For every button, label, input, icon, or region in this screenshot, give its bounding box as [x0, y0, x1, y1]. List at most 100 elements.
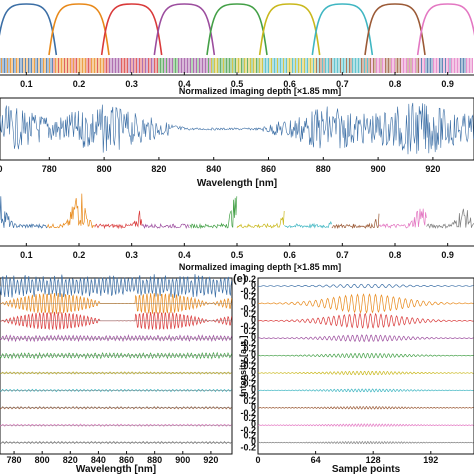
d-tick-label: 780: [7, 455, 22, 465]
depth-profile-series: [0, 193, 474, 230]
plot-frame-b: [0, 97, 474, 161]
depth-profile-segment: [94, 210, 143, 230]
depth-profile-segment: [284, 220, 332, 229]
a-tick-label: 0.7: [336, 79, 349, 89]
filtered-spectrum-row: [0, 371, 232, 375]
e-y-tick-label: 0: [251, 332, 256, 342]
sample-trace-row: [257, 283, 474, 289]
b-tick-label: 780: [42, 164, 57, 174]
e-y-tick-label: 0.2: [243, 344, 256, 354]
c-tick-label: 0.7: [336, 250, 349, 260]
e-y-tick-label: 0: [251, 367, 256, 377]
depth-profile-segment: [189, 196, 238, 230]
depth-profile-segment: [426, 208, 474, 229]
e-y-tick-label: 0.2: [243, 309, 256, 319]
filter-curve: [258, 3, 321, 56]
e-y-tick-label: 0: [251, 419, 256, 429]
a-tick-label: 0.4: [178, 79, 191, 89]
filtered-spectrum-row: [0, 406, 232, 410]
filter-curve: [364, 3, 426, 56]
c-tick-label: 0.6: [283, 250, 296, 260]
e-y-tick-label: -0.2: [240, 286, 256, 296]
x-axis-label-d: Wavelength [nm]: [76, 464, 156, 474]
e-y-tick-label: -0.2: [240, 373, 256, 383]
depth-profile-segment: [141, 222, 190, 229]
e-y-tick-label: -0.2: [240, 425, 256, 435]
e-y-tick-label: 0: [251, 315, 256, 325]
b-tick-label: 920: [425, 164, 440, 174]
e-y-tick-label: 0.2: [243, 361, 256, 371]
e-y-tick-label: 0.2: [243, 431, 256, 441]
x-axis-label-c: Normalized imaging depth [×1.85 mm]: [179, 262, 341, 272]
filtered-spectrum-row: [0, 351, 232, 360]
a-tick-label: 0.8: [389, 79, 402, 89]
filter-curve: [311, 3, 374, 56]
filter-curve: [100, 3, 163, 56]
x-ticks-d: 780 800 820 840 860 880 900 920: [7, 451, 218, 465]
filtered-spectra-panel: 780 800 820 840 860 880 900 920 Wavelength [nm]: [0, 274, 233, 474]
sample-trace-row: [257, 293, 474, 314]
depth-profile-segment: [47, 193, 95, 229]
e-y-tick-label: -0.2: [240, 321, 256, 331]
e-y-tick-label: 0.2: [243, 413, 256, 423]
e-tick-label: 64: [311, 455, 321, 465]
b-tick-label: 860: [261, 164, 276, 174]
e-y-tick-label: 0.2: [243, 291, 256, 301]
e-y-tick-label: -0.2: [240, 390, 256, 400]
filter-curve: [0, 3, 58, 56]
a-tick-label: 0.6: [283, 79, 296, 89]
e-y-tick-label: 0: [251, 280, 256, 290]
filter-bank-panel: 0.1 0.2 0.3 0.4 0.5 0.6 0.7 0.8 0.9 Normalized i…: [0, 3, 474, 96]
filtered-spectrum-row: [0, 274, 232, 298]
filter-curves: [0, 3, 474, 56]
filtered-spectra-rows: [0, 274, 232, 445]
filtered-spectrum-row: [0, 440, 232, 445]
sample-trace-row: [257, 352, 474, 359]
e-y-tick-label: 0: [251, 402, 256, 412]
e-tick-label: 0: [255, 455, 260, 465]
d-tick-label: 840: [91, 455, 106, 465]
a-tick-label: 0.9: [441, 79, 454, 89]
filtered-spectrum-row: [0, 334, 232, 343]
c-tick-label: 0.8: [389, 250, 402, 260]
c-tick-label: 0.4: [178, 250, 191, 260]
x-ticks-c: 0.1 0.2 0.3 0.4 0.5 0.6 0.7 0.8 0.9: [20, 243, 454, 260]
a-tick-label: 0.5: [231, 79, 244, 89]
panel-label-e: (e): [233, 273, 247, 285]
interferogram-panel: 0 780 800 820 840 860 880 900 920 Wavelength [nm…: [0, 97, 474, 189]
sample-traces-rows: [257, 283, 474, 445]
depth-profile-segment: [331, 213, 380, 230]
depth-profile-panel: 0.1 0.2 0.3 0.4 0.5 0.6 0.7 0.8 0.9 Normalized i…: [0, 193, 474, 272]
e-y-tick-label: -0.2: [240, 303, 256, 313]
c-tick-label: 0.9: [441, 250, 454, 260]
e-y-tick-label: 0: [251, 350, 256, 360]
c-tick-label: 0.1: [20, 250, 33, 260]
e-y-tick-label: 0.2: [243, 326, 256, 336]
a-tick-label: 0.2: [73, 79, 86, 89]
d-tick-label: 920: [203, 455, 218, 465]
sample-trace-row: [257, 405, 474, 410]
d-tick-label: 800: [35, 455, 50, 465]
filter-fill-band: [0, 58, 473, 73]
filtered-spectrum-row: [0, 388, 232, 393]
b-tick-label: 820: [151, 164, 166, 174]
b-tick-label: 900: [371, 164, 386, 174]
sample-traces-panel: 0 64 128 192 0.20-0.20.20-0.20.20-0.20.20-0…: [233, 273, 474, 474]
d-tick-label: 820: [63, 455, 78, 465]
interferogram-series: [0, 102, 474, 155]
b-tick-label: 800: [97, 164, 112, 174]
a-tick-label: 0.3: [125, 79, 138, 89]
sample-trace-row: [257, 334, 474, 343]
e-y-tick-label: 0: [251, 297, 256, 307]
b-tick-label: 880: [316, 164, 331, 174]
d-tick-label: 860: [119, 455, 134, 465]
y-ticks-e: 0.20-0.20.20-0.20.20-0.20.20-0.20.20-0.2…: [240, 274, 256, 453]
c-tick-label: 0.5: [231, 250, 244, 260]
x-axis-label-b: Wavelength [nm]: [197, 178, 277, 189]
sample-trace-row: [257, 388, 474, 393]
e-y-tick-label: -0.2: [240, 443, 256, 453]
e-y-tick-label: 0: [251, 437, 256, 447]
depth-profile-segment: [378, 208, 427, 229]
filter-curve: [153, 3, 216, 56]
